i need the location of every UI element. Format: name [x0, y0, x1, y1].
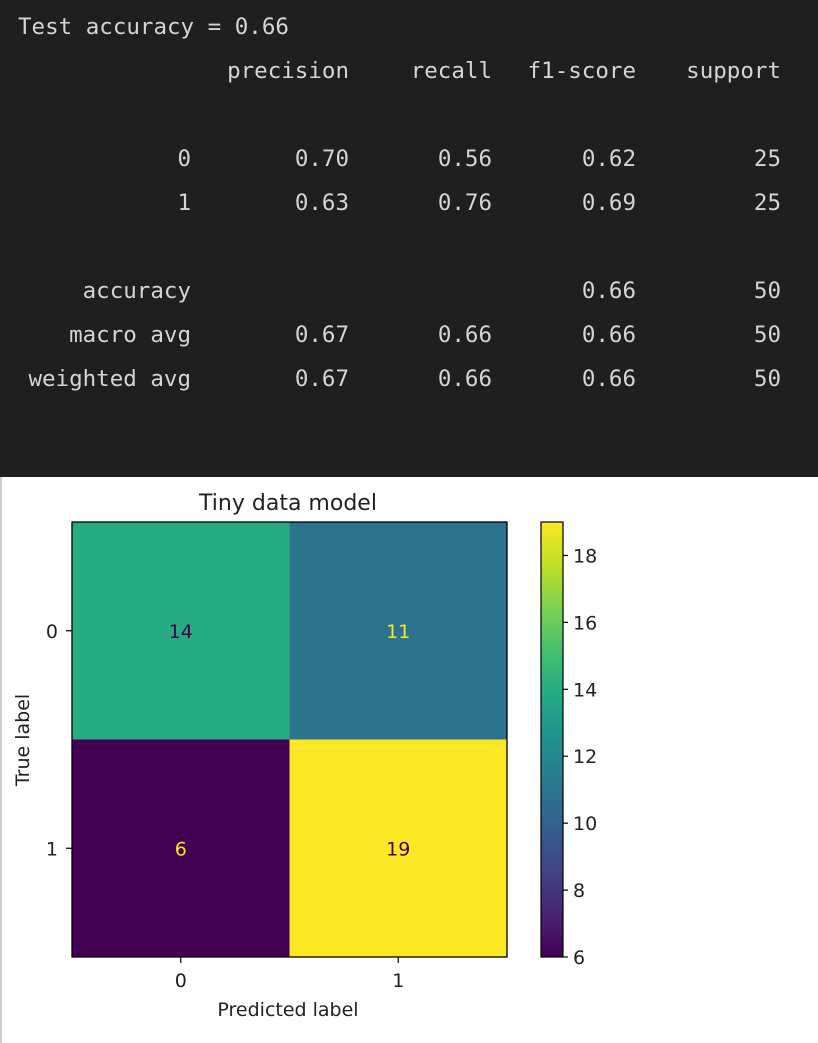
colorbar-tick-label: 8: [573, 880, 585, 902]
chart-title: Tiny data model: [198, 491, 377, 516]
colorbar-tick-label: 18: [573, 545, 597, 567]
heatmap-cell: [72, 522, 290, 740]
macro-avg-precision: 0.67: [294, 322, 349, 348]
row-0-support: 25: [753, 146, 781, 172]
summary-label-weighted-avg: weighted avg: [28, 366, 191, 392]
macro-avg-f1-score: 0.66: [581, 322, 636, 348]
cell-value-label: 11: [386, 621, 410, 643]
test-accuracy-line: Test accuracy = 0.66: [18, 14, 289, 40]
x-axis-label: Predicted label: [217, 999, 358, 1021]
heatmap-cell: [289, 522, 507, 740]
colorbar-tick-label: 12: [573, 746, 597, 768]
summary-label-accuracy: accuracy: [82, 278, 191, 304]
header-recall: recall: [410, 58, 492, 84]
colorbar-tick-label: 10: [573, 813, 597, 835]
figure-left-border: [0, 477, 2, 1043]
row-1-support: 25: [753, 190, 781, 216]
plot-frame: [71, 521, 508, 958]
heatmap-cell: [72, 739, 290, 957]
row-label-1: 1: [177, 190, 191, 216]
weighted-avg-recall: 0.66: [437, 366, 492, 392]
colorbar-tick-label: 14: [573, 679, 597, 701]
cell-value-label: 6: [175, 838, 187, 860]
row-0-f1-score: 0.62: [581, 146, 636, 172]
macro-avg-support: 50: [753, 322, 781, 348]
header-support: support: [686, 58, 781, 84]
row-1-precision: 0.63: [294, 190, 349, 216]
y-tick-label: 1: [46, 838, 58, 860]
y-axis-label: True label: [12, 694, 34, 787]
row-0-recall: 0.56: [437, 146, 492, 172]
heatmap-cell: [289, 739, 507, 957]
colorbar: [541, 522, 563, 957]
header-precision: precision: [227, 58, 349, 84]
weighted-avg-support: 50: [753, 366, 781, 392]
x-tick-label: 0: [175, 970, 187, 992]
colorbar-frame: [540, 521, 564, 958]
cell-value-label: 19: [386, 838, 410, 860]
colorbar-tick-label: 6: [573, 947, 585, 969]
accuracy-f1-score: 0.66: [581, 278, 636, 304]
colorbar-ticks: 6 8 10 12 14 16 18: [563, 545, 597, 969]
accuracy-support: 50: [753, 278, 781, 304]
macro-avg-recall: 0.66: [437, 322, 492, 348]
row-1-recall: 0.76: [437, 190, 492, 216]
row-1-f1-score: 0.69: [581, 190, 636, 216]
heatmap-cells: 14 11 6 19: [72, 522, 507, 957]
weighted-avg-precision: 0.67: [294, 366, 349, 392]
row-0-precision: 0.70: [294, 146, 349, 172]
weighted-avg-f1-score: 0.66: [581, 366, 636, 392]
x-tick-label: 1: [392, 970, 404, 992]
classification-report-console: Test accuracy = 0.66 precision recall f1…: [0, 0, 818, 477]
summary-label-macro-avg: macro avg: [69, 322, 191, 348]
y-axis-ticks: 01: [46, 621, 72, 860]
colorbar-tick-label: 16: [573, 612, 597, 634]
row-label-0: 0: [177, 146, 191, 172]
y-tick-label: 0: [46, 621, 58, 643]
cell-value-label: 14: [169, 621, 193, 643]
header-f1-score: f1-score: [527, 58, 636, 84]
